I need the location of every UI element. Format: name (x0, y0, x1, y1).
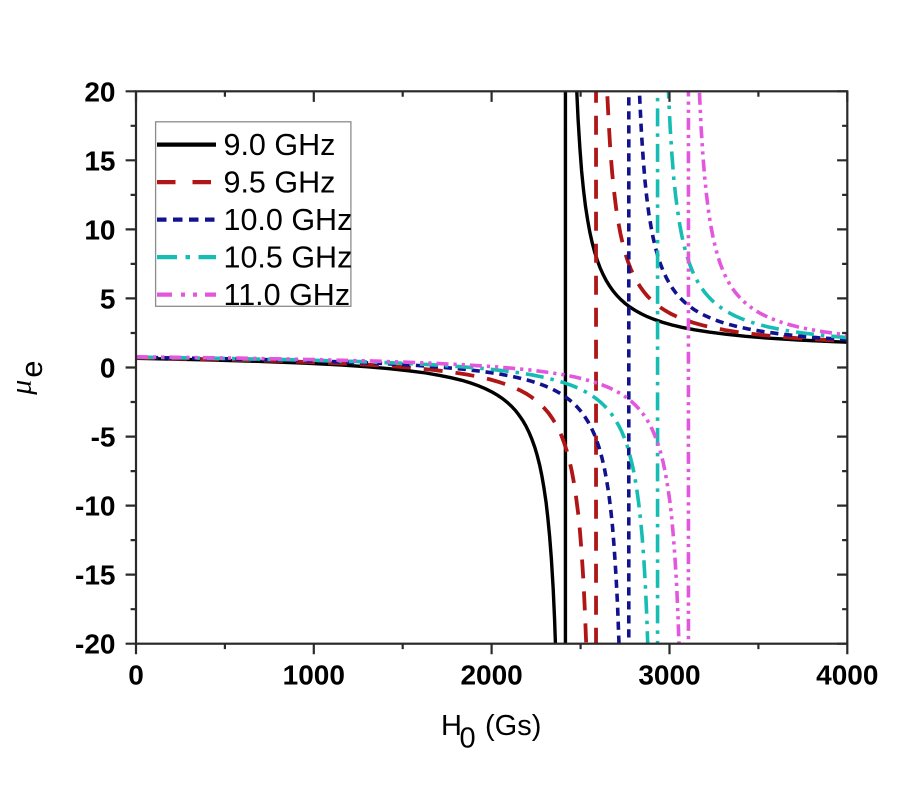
svg-text:e: e (14, 361, 49, 378)
svg-text:H: H (441, 710, 462, 742)
svg-text:10.0 GHz: 10.0 GHz (224, 203, 353, 237)
svg-text:-5: -5 (91, 422, 116, 453)
svg-text:0: 0 (460, 723, 476, 755)
svg-text:0: 0 (100, 353, 116, 384)
svg-text:9.0 GHz: 9.0 GHz (224, 128, 336, 162)
svg-text:4000: 4000 (816, 660, 878, 691)
svg-text:9.5 GHz: 9.5 GHz (224, 166, 336, 200)
svg-text:3000: 3000 (638, 660, 700, 691)
svg-text:10: 10 (84, 214, 115, 245)
svg-text:5: 5 (100, 283, 116, 314)
svg-text:20: 20 (84, 76, 115, 107)
svg-text:2000: 2000 (460, 660, 522, 691)
svg-text:-10: -10 (75, 491, 115, 522)
svg-text:-20: -20 (75, 629, 115, 660)
svg-text:0: 0 (128, 660, 144, 691)
svg-text:11.0 GHz: 11.0 GHz (224, 278, 351, 312)
svg-text:10.5 GHz: 10.5 GHz (224, 241, 353, 275)
svg-text:μ: μ (5, 380, 38, 396)
svg-text:(Gs): (Gs) (485, 710, 541, 742)
svg-text:15: 15 (84, 145, 115, 176)
svg-text:1000: 1000 (283, 660, 345, 691)
svg-text:-15: -15 (75, 560, 115, 591)
